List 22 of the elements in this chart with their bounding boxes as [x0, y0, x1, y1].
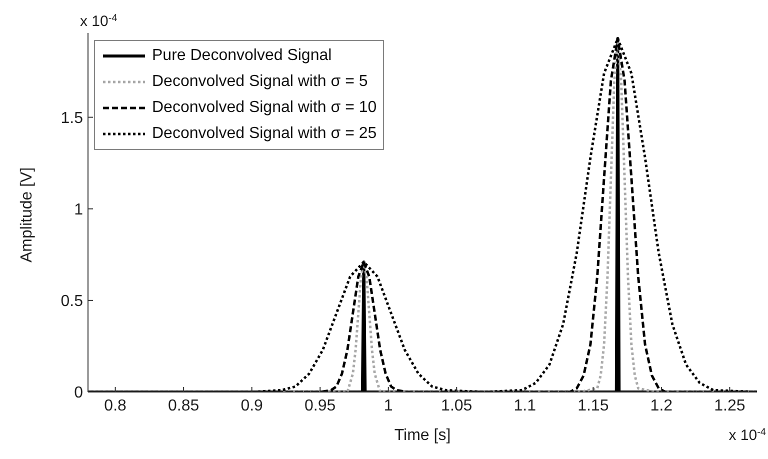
x-tick-label: 1.1 — [514, 397, 536, 414]
text: x 10$^{-4}$ — [728, 426, 766, 444]
x-tick-label: 0.9 — [240, 397, 264, 414]
y-tick-label: 1 — [74, 202, 84, 219]
legend-label: Deconvolved Signal with σ = 5 — [152, 73, 368, 91]
text: x 10$^{-4}$ — [80, 12, 118, 30]
x-tick-label: 1.25 — [714, 397, 746, 414]
legend-label: Pure Deconvolved Signal — [152, 47, 332, 65]
x-tick-label: 0.85 — [168, 397, 200, 414]
legend-label: Deconvolved Signal with σ = 10 — [152, 99, 377, 117]
y-tick-label: 1.5 — [60, 110, 84, 127]
x-tick-label: 1.05 — [441, 397, 472, 414]
x-tick-label: 1 — [384, 397, 393, 414]
x-tick-label: 1.2 — [650, 397, 673, 414]
x-tick-label: 0.8 — [104, 397, 127, 414]
y-axis-title: Amplitude [V] — [18, 167, 36, 262]
legend-label: Deconvolved Signal with σ = 25 — [152, 125, 377, 143]
y-tick-label: 0 — [74, 384, 84, 402]
x-tick-label: 0.95 — [304, 397, 336, 414]
x-axis-title: Time [s] — [394, 427, 451, 444]
y-tick-label: 0.5 — [60, 293, 84, 310]
x-tick-label: 1.15 — [578, 397, 609, 414]
